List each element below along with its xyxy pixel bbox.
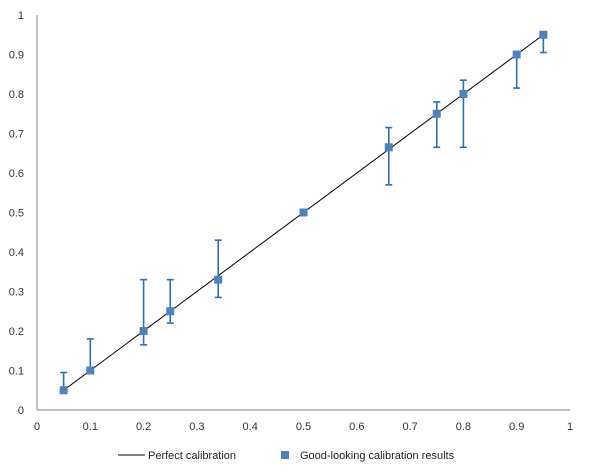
y-tick-label: 0.2 xyxy=(9,326,24,338)
calibration-point xyxy=(59,386,68,395)
y-tick-label: 0.9 xyxy=(9,50,24,62)
calibration-point xyxy=(512,50,521,59)
x-tick-label: 0.1 xyxy=(83,421,98,433)
calibration-point xyxy=(139,327,148,335)
x-tick-label: 0.6 xyxy=(349,421,364,433)
x-tick-label: 1 xyxy=(567,421,573,433)
calibration-point xyxy=(539,30,548,39)
legend-label-calibration-results: Good-looking calibration results xyxy=(300,450,455,462)
y-tick-label: 0 xyxy=(18,405,24,417)
error-bar xyxy=(433,101,441,149)
x-tick-label: 0.7 xyxy=(402,421,417,433)
x-tick-label: 0.2 xyxy=(136,421,151,433)
y-tick-labels: 0 0.1 0.2 0.3 0.4 0.5 0.6 0.7 0.8 0.9 1 xyxy=(9,10,24,417)
error-bar xyxy=(385,126,393,186)
y-tick-label: 0.1 xyxy=(9,366,24,378)
calibration-point xyxy=(299,208,308,217)
calibration-point xyxy=(384,143,393,152)
error-bar xyxy=(140,278,148,346)
y-tick-label: 0.7 xyxy=(9,129,24,141)
x-tick-labels: 0 0.1 0.2 0.3 0.4 0.5 0.6 0.7 0.8 0.9 1 xyxy=(34,421,573,433)
x-tick-label: 0.9 xyxy=(509,421,524,433)
legend-marker-swatch xyxy=(281,451,289,459)
calibration-points xyxy=(59,30,548,395)
error-bar xyxy=(166,278,174,324)
axes xyxy=(36,15,570,411)
calibration-point xyxy=(459,90,468,98)
y-tick-label: 1 xyxy=(18,10,24,22)
y-tick-label: 0.8 xyxy=(9,89,24,101)
x-tick-label: 0.4 xyxy=(243,421,258,433)
x-tick-label: 0.5 xyxy=(296,421,311,433)
y-tick-label: 0.3 xyxy=(9,287,24,299)
x-tick-label: 0 xyxy=(34,421,40,433)
error-bar xyxy=(86,338,94,372)
calibration-point xyxy=(86,366,95,375)
legend: Perfect calibration Good-looking calibra… xyxy=(118,450,455,462)
calibration-point xyxy=(214,275,223,284)
x-tick-label: 0.8 xyxy=(456,421,471,433)
calibration-point xyxy=(432,109,441,118)
y-tick-label: 0.5 xyxy=(9,208,24,220)
error-bar xyxy=(214,239,222,299)
x-tick-label: 0.3 xyxy=(189,421,204,433)
calibration-point xyxy=(166,307,175,316)
legend-label-perfect-calibration: Perfect calibration xyxy=(148,450,236,462)
y-tick-label: 0.4 xyxy=(9,247,24,259)
error-bar xyxy=(513,53,521,89)
y-tick-label: 0.6 xyxy=(9,168,24,180)
